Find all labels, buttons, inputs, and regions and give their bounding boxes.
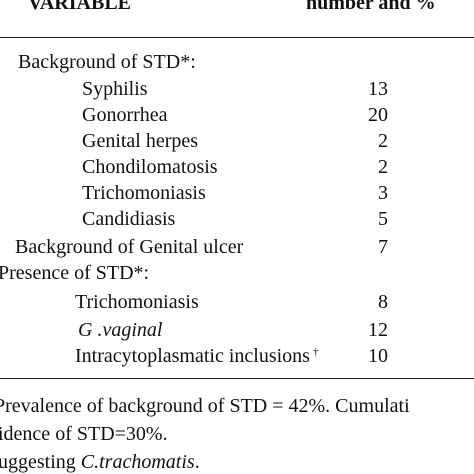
footnote-3-prefix: uggesting <box>0 451 81 473</box>
bottom-rule <box>0 378 474 379</box>
table-row: G .vaginal 12 <box>0 317 474 343</box>
row-label: Intracytoplasmatic inclusions † <box>75 343 318 369</box>
row-value: 8 <box>378 291 388 313</box>
row-label: Syphilis <box>82 78 148 100</box>
row-value: 3 <box>378 182 388 204</box>
row-label: Candidiasis <box>82 208 176 230</box>
row-value: 12 <box>368 319 388 341</box>
row-label: Background of Genital ulcer <box>15 236 244 258</box>
table-row: Intracytoplasmatic inclusions † 10 <box>0 343 474 369</box>
section-background-std: Background of STD*: <box>0 49 474 75</box>
section-label: Presence of STD*: <box>0 262 150 284</box>
footnote-line-1: Prevalence of background of STD = 42%. C… <box>0 395 410 417</box>
table-row: Candidiasis 5 <box>0 206 474 232</box>
table-row: Background of Genital ulcer 7 <box>0 234 474 260</box>
footnote-line-2: idence of STD=30%. <box>0 423 168 445</box>
row-value: 2 <box>378 156 388 178</box>
section-label: Background of STD*: <box>18 51 196 73</box>
table-row: Trichomoniasis 3 <box>0 180 474 206</box>
row-value: 13 <box>368 78 388 100</box>
footnote-line-3: uggesting C.trachomatis. <box>0 450 200 474</box>
footnote-3-organism: C.trachomatis <box>80 451 195 473</box>
table-row: Gonorrhea 20 <box>0 102 474 128</box>
section-presence-std: Presence of STD*: <box>0 260 474 286</box>
header-variable: VARIABLE <box>28 0 131 14</box>
row-label: Chondilomatosis <box>82 156 218 178</box>
row-label: Trichomoniasis <box>75 291 199 313</box>
table-row: Syphilis 13 <box>0 76 474 102</box>
row-label: Trichomoniasis <box>82 182 206 204</box>
row-label: Gonorrhea <box>82 104 168 126</box>
dagger-mark: † <box>312 346 319 358</box>
row-value: 2 <box>378 130 388 152</box>
header-number: number and % <box>306 0 436 14</box>
row-value: 5 <box>378 208 388 230</box>
footnote-3-suffix: . <box>194 451 200 473</box>
row-value: 7 <box>378 236 388 258</box>
table-row: Trichomoniasis 8 <box>0 289 474 315</box>
row-value: 20 <box>368 104 388 126</box>
row-label-text: Intracytoplasmatic inclusions <box>75 345 310 367</box>
row-value: 10 <box>368 345 388 367</box>
row-label: Genital herpes <box>82 130 199 152</box>
table-row: Chondilomatosis 2 <box>0 154 474 180</box>
table-row: Genital herpes 2 <box>0 128 474 154</box>
header-rule <box>0 37 474 38</box>
row-label: G .vaginal <box>78 319 163 341</box>
